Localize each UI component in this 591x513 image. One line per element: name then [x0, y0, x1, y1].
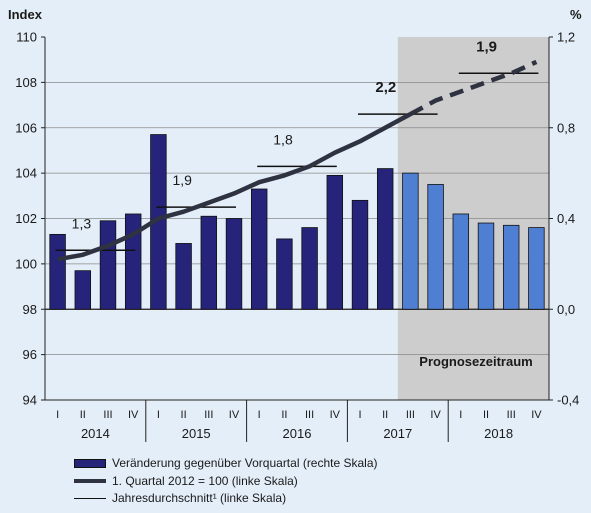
left-tick-label: 108 [15, 75, 37, 90]
quarter-label: III [507, 409, 516, 421]
quarter-label: II [382, 409, 388, 421]
bar [477, 222, 495, 310]
bar [124, 213, 142, 310]
left-tick-label: 94 [23, 393, 37, 408]
bar [200, 215, 218, 310]
index-line-forecast [409, 59, 538, 117]
annual-average-label: 2,2 [375, 79, 396, 96]
bar [225, 218, 243, 310]
quarter-label: I [459, 409, 462, 421]
quarter-label: IV [330, 409, 341, 421]
legend-swatch-index-line [74, 479, 106, 484]
right-tick-label: -0,4 [557, 393, 579, 408]
quarter-label: IV [430, 409, 441, 421]
quarter-label: I [358, 409, 361, 421]
legend-label-index-line: 1. Quartal 2012 = 100 (linke Skala) [112, 473, 298, 488]
legend: Veränderung gegenüber Vorquartal (rechte… [74, 455, 378, 508]
axes [41, 36, 553, 442]
quarter-label: II [80, 409, 86, 421]
right-tick-label: 1,2 [557, 30, 575, 45]
bar [250, 188, 268, 310]
legend-item-annual-average: Jahresdurchschnitt¹ (linke Skala) [74, 490, 378, 508]
quarter-label: II [483, 409, 489, 421]
year-label: 2014 [81, 426, 110, 441]
annual-average-label: 1,9 [172, 172, 192, 188]
year-label: 2015 [182, 426, 211, 441]
quarter-label: I [56, 409, 59, 421]
bar [427, 184, 444, 310]
bar [74, 270, 92, 310]
bar [49, 233, 66, 310]
left-tick-label: 98 [23, 302, 37, 317]
bar [402, 172, 419, 310]
forecast-label: Prognosezeitraum [419, 354, 532, 369]
bar [376, 168, 394, 310]
annual-average-label: 1,9 [476, 38, 497, 55]
left-tick-label: 100 [15, 256, 37, 271]
labels: 1,3 1,9 1,8 2,2 1,9 94 96 98 100 102 104 106 108 110 -… [15, 30, 579, 442]
quarter-label: III [204, 409, 213, 421]
bar [452, 213, 470, 310]
left-tick-label: 102 [15, 211, 37, 226]
year-label: 2016 [283, 426, 312, 441]
left-tick-label: 110 [16, 30, 37, 45]
quarter-label: I [258, 409, 261, 421]
right-tick-label: 0,8 [557, 120, 575, 135]
legend-item-bars: Veränderung gegenüber Vorquartal (rechte… [74, 455, 378, 473]
quarter-label: III [305, 409, 314, 421]
bar [175, 243, 192, 310]
quarter-label: IV [128, 409, 139, 421]
quarter-label: II [281, 409, 287, 421]
left-axis-label: Index [8, 7, 43, 22]
legend-label-annual-average: Jahresdurchschnitt¹ (linke Skala) [112, 491, 287, 505]
quarter-label: IV [229, 409, 240, 421]
bar [301, 227, 318, 310]
bar [99, 220, 117, 310]
quarter-label: III [103, 409, 112, 421]
left-tick-label: 104 [15, 166, 37, 181]
right-tick-label: 0,4 [557, 211, 575, 226]
legend-swatch-annual-average [74, 498, 106, 500]
left-tick-label: 96 [23, 347, 37, 362]
index-line [57, 59, 538, 262]
quarter-label: II [181, 409, 187, 421]
left-tick-label: 106 [15, 120, 37, 135]
annual-average-label: 1,3 [72, 215, 92, 231]
bar [502, 224, 520, 310]
year-label: 2018 [484, 426, 513, 441]
legend-label-bars: Veränderung gegenüber Vorquartal (rechte… [112, 456, 378, 470]
bar [326, 174, 344, 310]
index-line-actual [57, 112, 412, 262]
bars [49, 134, 545, 310]
right-axis-label: % [570, 7, 582, 22]
legend-swatch-bars [74, 459, 106, 469]
right-tick-label: 0,0 [557, 302, 575, 317]
bar [528, 227, 545, 310]
quarter-label: IV [531, 409, 542, 421]
bar [351, 199, 369, 310]
bar [276, 238, 293, 310]
quarter-label: I [157, 409, 160, 421]
quarter-label: III [406, 409, 415, 421]
legend-item-index-line: 1. Quartal 2012 = 100 (linke Skala) [74, 473, 378, 491]
annual-average-label: 1,8 [273, 131, 293, 147]
year-label: 2017 [383, 426, 412, 441]
